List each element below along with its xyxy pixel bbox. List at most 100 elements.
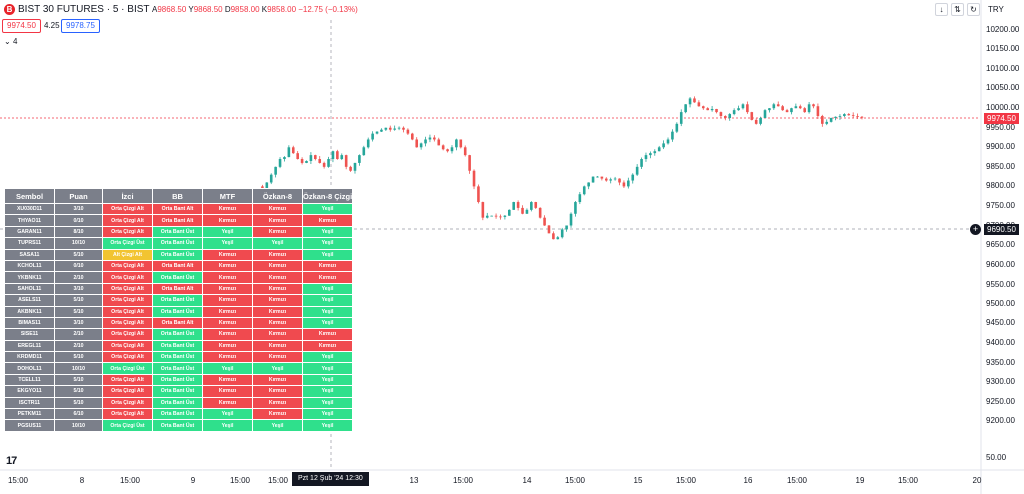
candle-body xyxy=(728,114,732,118)
signal-cell: Yeşil xyxy=(302,305,353,318)
candle-body xyxy=(763,110,767,118)
candle-body xyxy=(838,116,842,117)
signal-cell: Yeşil xyxy=(302,373,353,387)
symbol-cell: XU030D11 xyxy=(4,202,55,216)
table-row: ASELS11 5/10 Orta Çizgi Alt Orta Bant Üst Kı… xyxy=(4,294,353,307)
candle-body xyxy=(516,202,520,208)
symbol-cell: SAHOL11 xyxy=(4,282,55,296)
candle-body xyxy=(737,108,740,111)
signal-cell: Kırmızı xyxy=(252,339,303,353)
candle-body xyxy=(666,139,670,144)
candle-body xyxy=(287,147,291,158)
price-tick-label: 9450.00 xyxy=(986,318,1015,327)
signal-cell: Orta Bant Üst xyxy=(152,305,203,318)
candle-body xyxy=(679,112,683,124)
signal-cell: 10/10 xyxy=(54,419,103,432)
signal-cell: Orta Çizgi Üst xyxy=(102,419,153,432)
symbol-cell: AKBNK11 xyxy=(4,305,55,318)
candle-body xyxy=(455,139,458,148)
crosshair-time-tag: Pzt 12 Şub '24 12:30 xyxy=(292,472,369,486)
signal-cell: 0/10 xyxy=(54,259,103,273)
candle-body xyxy=(657,147,661,152)
candle-body xyxy=(613,178,617,180)
candle-body xyxy=(565,225,568,230)
symbol-title[interactable]: BIST 30 FUTURES · 5 · BIST xyxy=(18,4,150,15)
table-header-cell: MTF xyxy=(202,188,253,204)
signal-cell: Kırmızı xyxy=(202,396,253,410)
signal-cell: Orta Çizgi Alt xyxy=(102,225,153,239)
signal-cell: Kırmızı xyxy=(202,282,253,296)
tradingview-logo-icon[interactable]: 17 xyxy=(6,455,17,467)
ohlc-key: Y xyxy=(188,5,194,14)
candle-body xyxy=(450,147,454,152)
signal-cell: Kırmızı xyxy=(302,339,353,353)
signal-cell: 6/10 xyxy=(54,408,103,421)
table-row: KRDMD11 5/10 Orta Çizgi Alt Orta Bant Üst Kı… xyxy=(4,351,353,364)
time-tick-label: 16 xyxy=(743,476,753,485)
sell-price-button[interactable]: 9974.50 xyxy=(2,19,41,33)
candle-body xyxy=(463,147,467,156)
signal-cell: 5/10 xyxy=(54,248,103,261)
signal-cell: Orta Çizgi Alt xyxy=(102,202,153,216)
table-row: GARAN11 8/10 Orta Çizgi Alt Orta Bant Üst Ye… xyxy=(4,225,353,239)
candle-body xyxy=(419,143,423,148)
candle-body xyxy=(283,157,286,160)
candle-body xyxy=(340,155,344,160)
candle-body xyxy=(371,133,374,140)
signal-cell: Orta Bant Üst xyxy=(152,225,203,239)
table-header-cell: Özkan-8 xyxy=(252,188,303,204)
candle-body xyxy=(582,186,586,195)
signal-cell: 2/10 xyxy=(54,328,103,341)
signal-cell: Kırmızı xyxy=(202,214,253,227)
signal-cell: Kırmızı xyxy=(252,305,303,318)
candle-body xyxy=(803,108,806,113)
arrow-updown-icon[interactable]: ⇅ xyxy=(951,3,964,16)
candle-body xyxy=(490,215,493,217)
table-row: ISCTR11 5/10 Orta Çizgi Alt Orta Bant Üst Kı… xyxy=(4,396,353,410)
signal-cell: Yeşil xyxy=(302,225,353,239)
candle-body xyxy=(834,116,837,118)
currency-label[interactable]: TRY xyxy=(988,5,1004,14)
indicators-collapse-toggle[interactable]: ⌄ 4 xyxy=(4,37,18,46)
symbol-cell: SISE11 xyxy=(4,328,55,341)
add-alert-icon[interactable]: + xyxy=(970,224,981,235)
time-tick-label: 15:00 xyxy=(897,476,919,485)
candle-body xyxy=(812,104,815,107)
price-tick-label: 9850.00 xyxy=(986,162,1015,171)
refresh-icon[interactable]: ↻ xyxy=(967,3,980,16)
table-row: DOHOL11 10/10 Orta Çizgi Üst Orta Bant Üst Y… xyxy=(4,362,353,375)
signal-cell: Yeşil xyxy=(202,225,253,239)
candle-body xyxy=(684,104,687,113)
table-header-cell: İzci xyxy=(102,188,153,204)
candle-body xyxy=(358,155,361,163)
signal-cell: 5/10 xyxy=(54,396,103,410)
signal-cell: Kırmızı xyxy=(302,271,353,284)
candle-body xyxy=(860,116,864,118)
time-tick-label: 15:00 xyxy=(786,476,808,485)
price-tick-label: 10100.00 xyxy=(986,64,1020,73)
signal-cell: Kırmızı xyxy=(252,385,303,398)
buy-price-button[interactable]: 9978.75 xyxy=(61,19,100,33)
signal-cell: 3/10 xyxy=(54,316,103,330)
signal-cell: Orta Bant Üst xyxy=(152,339,203,353)
table-row: TCELL11 5/10 Orta Çizgi Alt Orta Bant Üst Kı… xyxy=(4,373,353,387)
signal-cell: Kırmızı xyxy=(202,259,253,273)
arrow-down-icon[interactable]: ↓ xyxy=(935,3,948,16)
candle-body xyxy=(671,131,674,140)
signal-cell: Yeşil xyxy=(252,362,303,375)
candle-body xyxy=(534,202,538,208)
table-header-cell: Puan xyxy=(54,188,103,204)
signal-cell: Kırmızı xyxy=(302,259,353,273)
signal-cell: Kırmızı xyxy=(302,214,353,227)
candle-body xyxy=(635,166,639,175)
candle-body xyxy=(688,98,692,105)
signal-cell: Orta Çizgi Alt xyxy=(102,408,153,421)
candle-body xyxy=(265,182,269,189)
signal-cell: Orta Bant Üst xyxy=(152,362,203,375)
ohlc-value: 9868.50 xyxy=(157,5,189,14)
candle-body xyxy=(622,182,626,187)
table-row: EKGYO11 5/10 Orta Çizgi Alt Orta Bant Üst Kı… xyxy=(4,385,353,398)
ohlc-value: 9868.50 xyxy=(193,5,225,14)
signal-cell: Orta Çizgi Alt xyxy=(102,282,153,296)
